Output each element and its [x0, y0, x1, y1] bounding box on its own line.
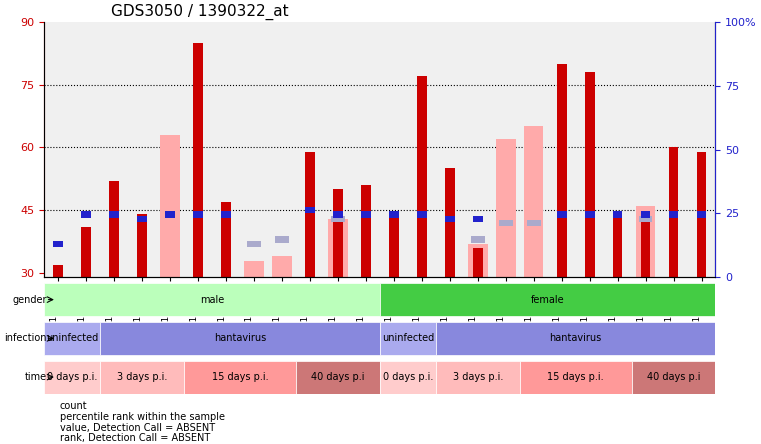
Bar: [638, 215, 652, 222]
Bar: [445, 215, 454, 222]
FancyBboxPatch shape: [100, 322, 380, 355]
Bar: [468, 244, 488, 278]
Bar: [417, 76, 427, 278]
Text: rank, Detection Call = ABSENT: rank, Detection Call = ABSENT: [59, 433, 210, 444]
Bar: [557, 63, 566, 278]
Bar: [524, 127, 543, 278]
Bar: [221, 211, 231, 218]
Bar: [193, 43, 203, 278]
Text: 0 days p.i.: 0 days p.i.: [47, 372, 97, 382]
Text: 3 days p.i.: 3 days p.i.: [117, 372, 167, 382]
Bar: [641, 214, 651, 278]
Bar: [389, 214, 399, 278]
FancyBboxPatch shape: [380, 283, 715, 316]
Bar: [137, 215, 147, 222]
Bar: [669, 147, 678, 278]
Bar: [584, 211, 594, 218]
Bar: [389, 211, 399, 218]
Text: 3 days p.i.: 3 days p.i.: [453, 372, 503, 382]
Text: count: count: [59, 401, 88, 411]
Bar: [635, 206, 655, 278]
Bar: [110, 181, 119, 278]
Text: gender: gender: [12, 295, 47, 305]
Bar: [272, 256, 291, 278]
Bar: [49, 424, 57, 431]
Bar: [49, 435, 57, 442]
Text: hantavirus: hantavirus: [214, 333, 266, 343]
Text: male: male: [200, 295, 224, 305]
Bar: [110, 211, 119, 218]
Bar: [331, 215, 345, 222]
Bar: [361, 211, 371, 218]
Bar: [305, 151, 315, 278]
Bar: [473, 248, 482, 278]
FancyBboxPatch shape: [44, 283, 380, 316]
Text: 0 days p.i.: 0 days p.i.: [383, 372, 433, 382]
Bar: [49, 402, 57, 409]
Text: hantavirus: hantavirus: [549, 333, 602, 343]
FancyBboxPatch shape: [436, 361, 520, 393]
Bar: [473, 215, 482, 222]
Text: time: time: [25, 372, 47, 382]
Bar: [696, 151, 706, 278]
Bar: [49, 413, 57, 420]
Text: infection: infection: [5, 333, 47, 343]
Bar: [161, 135, 180, 278]
FancyBboxPatch shape: [100, 361, 184, 393]
FancyBboxPatch shape: [44, 361, 100, 393]
Bar: [471, 237, 485, 243]
Bar: [53, 241, 63, 247]
Bar: [613, 211, 622, 218]
Bar: [333, 211, 342, 218]
Text: GDS3050 / 1390322_at: GDS3050 / 1390322_at: [111, 4, 289, 20]
Bar: [333, 189, 342, 278]
Bar: [165, 211, 175, 218]
Text: uninfected: uninfected: [382, 333, 434, 343]
Bar: [445, 168, 454, 278]
Bar: [53, 265, 63, 278]
Text: value, Detection Call = ABSENT: value, Detection Call = ABSENT: [59, 423, 215, 432]
FancyBboxPatch shape: [380, 361, 436, 393]
Bar: [328, 218, 348, 278]
Bar: [584, 72, 594, 278]
Bar: [696, 211, 706, 218]
Bar: [244, 261, 264, 278]
Bar: [496, 139, 515, 278]
Bar: [81, 227, 91, 278]
Text: 15 days p.i.: 15 days p.i.: [212, 372, 269, 382]
Bar: [417, 211, 427, 218]
Bar: [137, 214, 147, 278]
Bar: [81, 211, 91, 218]
FancyBboxPatch shape: [296, 361, 380, 393]
Bar: [499, 220, 513, 226]
Bar: [557, 211, 566, 218]
Text: female: female: [531, 295, 565, 305]
Bar: [221, 202, 231, 278]
Bar: [669, 211, 678, 218]
Text: 40 days p.i: 40 days p.i: [311, 372, 365, 382]
Bar: [193, 211, 203, 218]
Text: uninfected: uninfected: [46, 333, 98, 343]
Bar: [641, 211, 651, 218]
FancyBboxPatch shape: [632, 361, 715, 393]
Text: 15 days p.i.: 15 days p.i.: [547, 372, 604, 382]
Bar: [275, 237, 289, 243]
FancyBboxPatch shape: [436, 322, 715, 355]
Text: 40 days p.i: 40 days p.i: [647, 372, 700, 382]
Bar: [527, 220, 540, 226]
FancyBboxPatch shape: [184, 361, 296, 393]
Bar: [305, 207, 315, 214]
FancyBboxPatch shape: [520, 361, 632, 393]
Bar: [247, 241, 261, 247]
Bar: [613, 214, 622, 278]
Bar: [361, 185, 371, 278]
Text: percentile rank within the sample: percentile rank within the sample: [59, 412, 224, 422]
FancyBboxPatch shape: [44, 322, 100, 355]
FancyBboxPatch shape: [380, 322, 436, 355]
